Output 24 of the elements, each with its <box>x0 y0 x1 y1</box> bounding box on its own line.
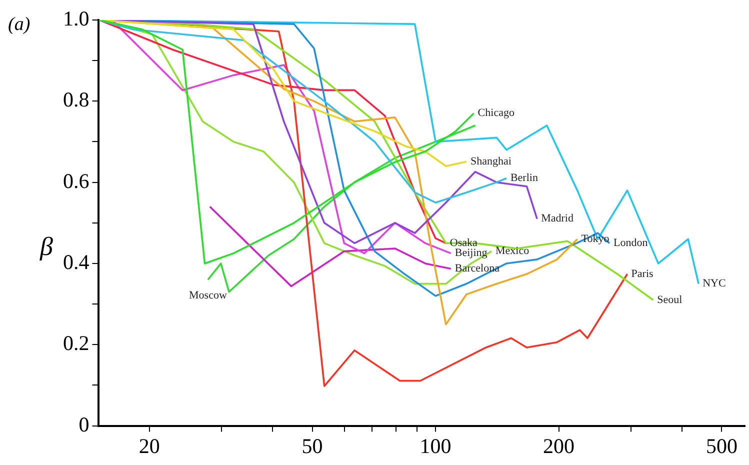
y-tick-label: 1.0 <box>63 6 90 31</box>
y-tick-label: 0 <box>78 412 90 436</box>
series-label: Seoul <box>657 294 682 306</box>
x-tick-label: 100 <box>420 434 452 458</box>
y-axis-title: β <box>40 232 53 262</box>
series-label: Berlin <box>510 172 538 184</box>
series-label: London <box>613 237 648 250</box>
y-tick-label: 0.4 <box>63 250 90 274</box>
x-tick-label: 200 <box>543 434 575 458</box>
y-tick-label: 0.2 <box>63 331 90 356</box>
text: (a) <box>8 14 30 36</box>
series-label: Paris <box>631 268 654 280</box>
y-tick-label: 0.8 <box>63 88 90 112</box>
x-tick-label: 20 <box>138 434 160 458</box>
series-label: Chicago <box>478 107 515 120</box>
y-tick-label: 0.6 <box>63 168 90 193</box>
x-tick-label: 500 <box>706 434 738 458</box>
series-label: Mexico <box>496 245 530 258</box>
series-label: NYC <box>702 278 726 290</box>
series-label: Beijing <box>454 247 488 260</box>
x-tick-label: 50 <box>302 434 323 458</box>
series-label: Madrid <box>541 212 574 225</box>
series-label: Moscow <box>189 290 227 302</box>
series-label: Shanghai <box>470 156 512 168</box>
